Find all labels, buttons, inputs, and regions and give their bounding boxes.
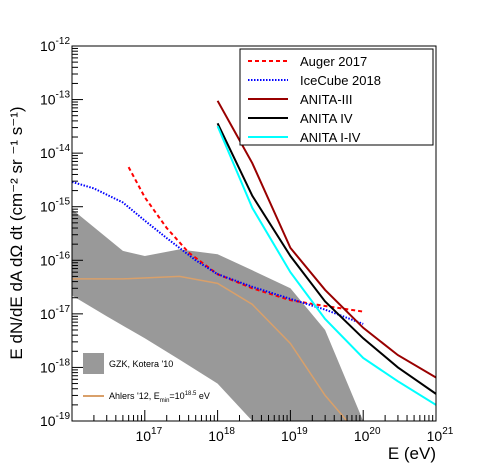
series-line-anita-i-iv [216,125,436,406]
legend-label-anita-iv: ANITA IV [300,111,353,126]
y-tick-label: 10-15 [40,197,70,215]
y-tick-label: 10-12 [40,36,70,54]
x-tick-label: 1021 [427,426,454,444]
legend-box [239,48,434,146]
y-tick-label: 10-19 [40,411,70,429]
y-tick-label: 10-16 [40,250,70,268]
legend-label-icecube-2018: IceCube 2018 [300,73,381,88]
series-line-anita-iv [216,122,436,395]
y-tick-label: 10-17 [40,304,70,322]
x-tick-label: 1019 [281,426,308,444]
ahlers-legend-label: Ahlers '12, Emin=1018.5 eV [109,391,210,404]
x-tick-label: 1018 [208,426,235,444]
series-line-icecube-2018 [72,180,364,325]
y-tick-label: 10-14 [40,143,70,161]
y-tick-label: 10-13 [40,90,70,108]
y-tick-label: 10-18 [40,357,70,375]
gzk-legend-swatch [83,353,104,374]
x-tick-label: 1017 [135,426,162,444]
series-line-ahlers-12 [72,275,348,421]
gzk-legend-label: GZK, Kotera '10 [109,359,173,369]
series-line-anita-iii [216,100,436,379]
x-axis-title: E (eV) [388,444,436,463]
y-axis-title: E dN/dE dA dΩ dt (cm⁻² sr ⁻¹ s⁻¹) [7,106,26,359]
x-tick-label: 1020 [354,426,381,444]
gzk-band [72,209,364,421]
legend: Auger 2017 IceCube 2018 ANITA-III ANITA IV A… [239,48,434,146]
legend-label-anita-i-iv: ANITA I-IV [300,130,361,145]
plot-frame [71,45,437,422]
legend-label-anita-iii: ANITA-III [300,92,352,107]
legend-label-auger-2017: Auger 2017 [300,54,367,69]
